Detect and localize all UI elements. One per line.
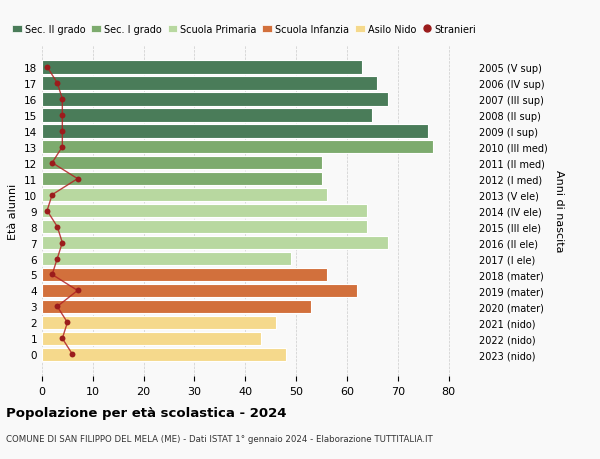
Bar <box>42 220 367 234</box>
Point <box>47 191 57 199</box>
Bar <box>42 173 322 186</box>
Bar <box>42 109 373 122</box>
Point <box>58 144 67 151</box>
Bar <box>42 284 357 297</box>
Point <box>73 176 82 183</box>
Point <box>58 96 67 103</box>
Bar <box>42 316 276 330</box>
Bar <box>42 300 311 313</box>
Point <box>52 255 62 263</box>
Text: Popolazione per età scolastica - 2024: Popolazione per età scolastica - 2024 <box>6 406 287 419</box>
Bar <box>42 268 326 282</box>
Bar <box>42 125 428 138</box>
Point <box>62 319 72 326</box>
Bar <box>42 61 362 74</box>
Point <box>52 80 62 87</box>
Point <box>58 239 67 246</box>
Point <box>52 224 62 231</box>
Bar <box>42 332 260 346</box>
Bar <box>42 252 291 266</box>
Point <box>73 287 82 295</box>
Bar <box>42 157 322 170</box>
Bar <box>42 236 388 250</box>
Bar <box>42 348 286 361</box>
Y-axis label: Anni di nascita: Anni di nascita <box>554 170 564 252</box>
Point <box>42 64 52 71</box>
Point <box>68 351 77 358</box>
Point <box>58 112 67 119</box>
Bar <box>42 189 326 202</box>
Legend: Sec. II grado, Sec. I grado, Scuola Primaria, Scuola Infanzia, Asilo Nido, Stran: Sec. II grado, Sec. I grado, Scuola Prim… <box>13 24 476 34</box>
Point <box>52 303 62 310</box>
Text: COMUNE DI SAN FILIPPO DEL MELA (ME) - Dati ISTAT 1° gennaio 2024 - Elaborazione : COMUNE DI SAN FILIPPO DEL MELA (ME) - Da… <box>6 434 433 443</box>
Point <box>42 207 52 215</box>
Bar <box>42 204 367 218</box>
Bar <box>42 140 433 154</box>
Point <box>47 160 57 167</box>
Y-axis label: Età alunni: Età alunni <box>8 183 19 239</box>
Point <box>58 335 67 342</box>
Bar <box>42 77 377 90</box>
Bar <box>42 93 388 106</box>
Point <box>58 128 67 135</box>
Point <box>47 271 57 279</box>
